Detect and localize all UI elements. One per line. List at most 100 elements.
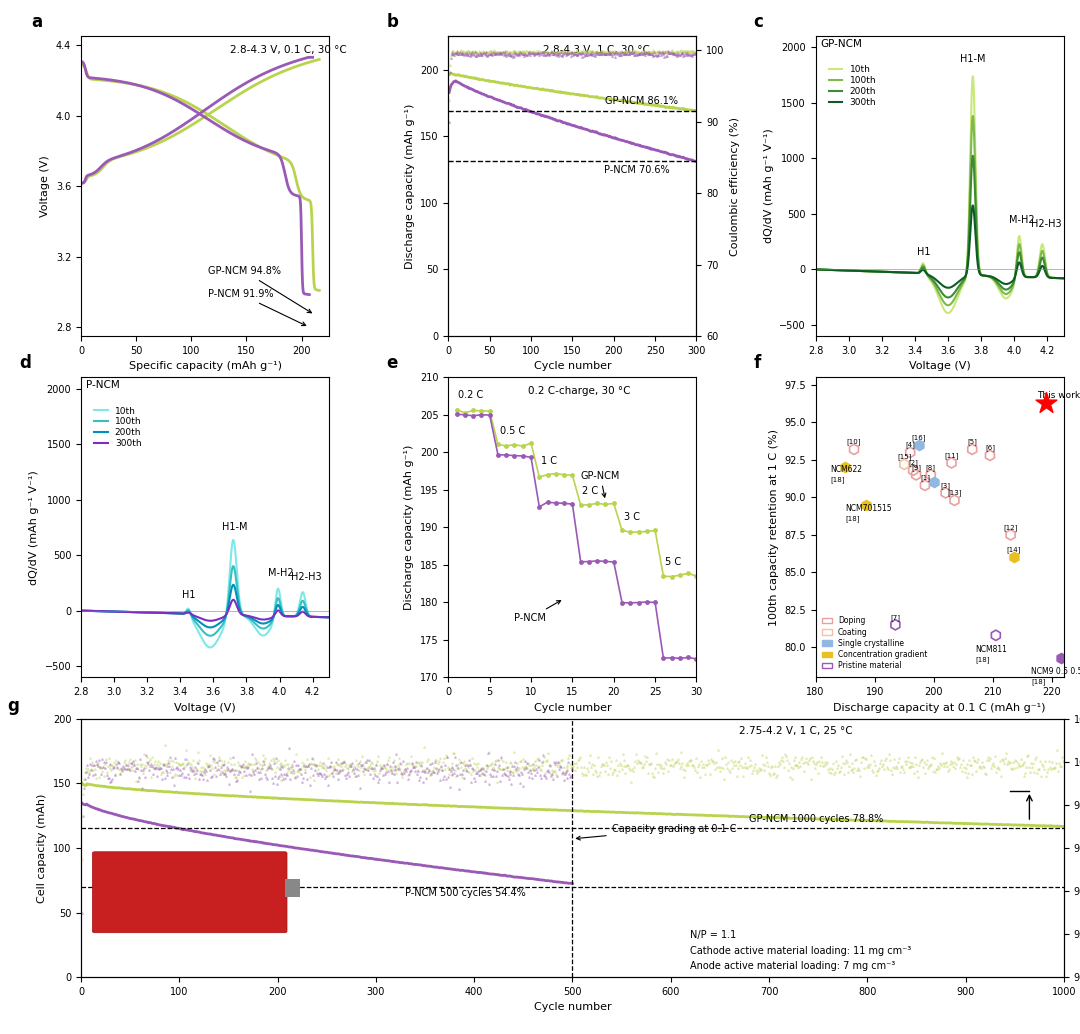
Point <box>231 763 248 780</box>
Point <box>775 759 793 776</box>
Point <box>482 757 499 773</box>
Point <box>259 759 276 776</box>
Point <box>474 766 491 783</box>
Point <box>311 764 328 781</box>
Text: NCM9 0.5 0.5: NCM9 0.5 0.5 <box>1031 667 1080 676</box>
Point <box>445 761 462 778</box>
Point <box>664 43 681 60</box>
Text: 3 C: 3 C <box>623 512 639 522</box>
Point <box>195 764 213 781</box>
Point <box>461 48 478 64</box>
Point <box>819 754 836 770</box>
Point <box>318 759 335 776</box>
Point <box>172 762 189 779</box>
Point <box>212 752 229 768</box>
Point <box>301 777 319 793</box>
Point <box>797 754 814 770</box>
Point <box>1017 759 1035 776</box>
Point <box>559 43 577 60</box>
Text: P-NCM 91.9%: P-NCM 91.9% <box>207 290 306 326</box>
Point <box>355 765 373 782</box>
Point <box>669 44 686 61</box>
Point <box>499 759 516 776</box>
Point <box>960 764 977 781</box>
Point <box>416 738 433 755</box>
Point <box>498 48 515 64</box>
Point <box>570 43 588 60</box>
Point <box>91 758 108 774</box>
Text: H2-H3: H2-H3 <box>292 572 322 581</box>
Point <box>483 45 500 62</box>
Point <box>1030 760 1048 777</box>
Point <box>384 766 402 783</box>
Point <box>417 764 434 781</box>
Point <box>1038 395 1055 412</box>
X-axis label: Specific capacity (mAh g⁻¹): Specific capacity (mAh g⁻¹) <box>129 361 282 371</box>
Point <box>108 756 125 772</box>
Point <box>510 765 527 782</box>
Point <box>526 766 543 783</box>
Point <box>762 759 780 776</box>
Point <box>623 44 640 61</box>
Point <box>503 757 521 773</box>
Point <box>605 44 622 61</box>
Point <box>741 758 758 774</box>
Point <box>488 763 505 780</box>
X-axis label: Cycle number: Cycle number <box>534 361 611 371</box>
Point <box>469 764 486 781</box>
Point <box>658 42 675 59</box>
Point <box>538 752 555 768</box>
Point <box>299 758 316 774</box>
Point <box>373 760 390 777</box>
Point <box>96 760 113 777</box>
Point <box>258 771 275 788</box>
Point <box>287 757 305 773</box>
Point <box>701 766 718 783</box>
Point <box>611 47 629 63</box>
Point <box>523 44 540 61</box>
Point <box>175 755 192 771</box>
Point <box>750 762 767 779</box>
Point <box>693 759 711 776</box>
Point <box>694 756 712 772</box>
Legend: 10th, 100th, 200th, 300th: 10th, 100th, 200th, 300th <box>91 403 145 452</box>
Point <box>951 756 969 772</box>
Point <box>609 44 626 61</box>
Point <box>382 763 400 780</box>
Point <box>143 756 160 772</box>
Point <box>571 749 589 765</box>
Point <box>583 48 600 64</box>
Point <box>488 43 505 60</box>
Point <box>532 45 550 62</box>
Point <box>653 44 671 61</box>
Point <box>594 756 611 772</box>
Point <box>480 47 497 63</box>
Point <box>329 756 347 772</box>
Point <box>405 758 422 774</box>
Point <box>513 763 530 780</box>
Point <box>180 769 198 786</box>
Point <box>103 762 120 779</box>
Point <box>341 756 359 772</box>
Point <box>600 45 618 62</box>
Point <box>562 44 579 61</box>
Point <box>530 752 548 768</box>
Point <box>968 763 985 780</box>
Point <box>548 754 565 770</box>
Point <box>359 752 376 768</box>
Point <box>585 44 603 61</box>
Text: [18]: [18] <box>831 476 845 483</box>
Point <box>130 760 147 777</box>
Point <box>654 47 672 63</box>
Point <box>648 44 665 61</box>
Point <box>489 45 507 62</box>
Point <box>798 754 815 770</box>
Point <box>80 766 97 783</box>
Point <box>492 751 510 767</box>
Point <box>138 754 156 770</box>
Point <box>503 47 521 63</box>
Point <box>309 767 326 784</box>
Point <box>90 752 107 768</box>
Point <box>795 755 812 771</box>
Point <box>122 755 139 771</box>
